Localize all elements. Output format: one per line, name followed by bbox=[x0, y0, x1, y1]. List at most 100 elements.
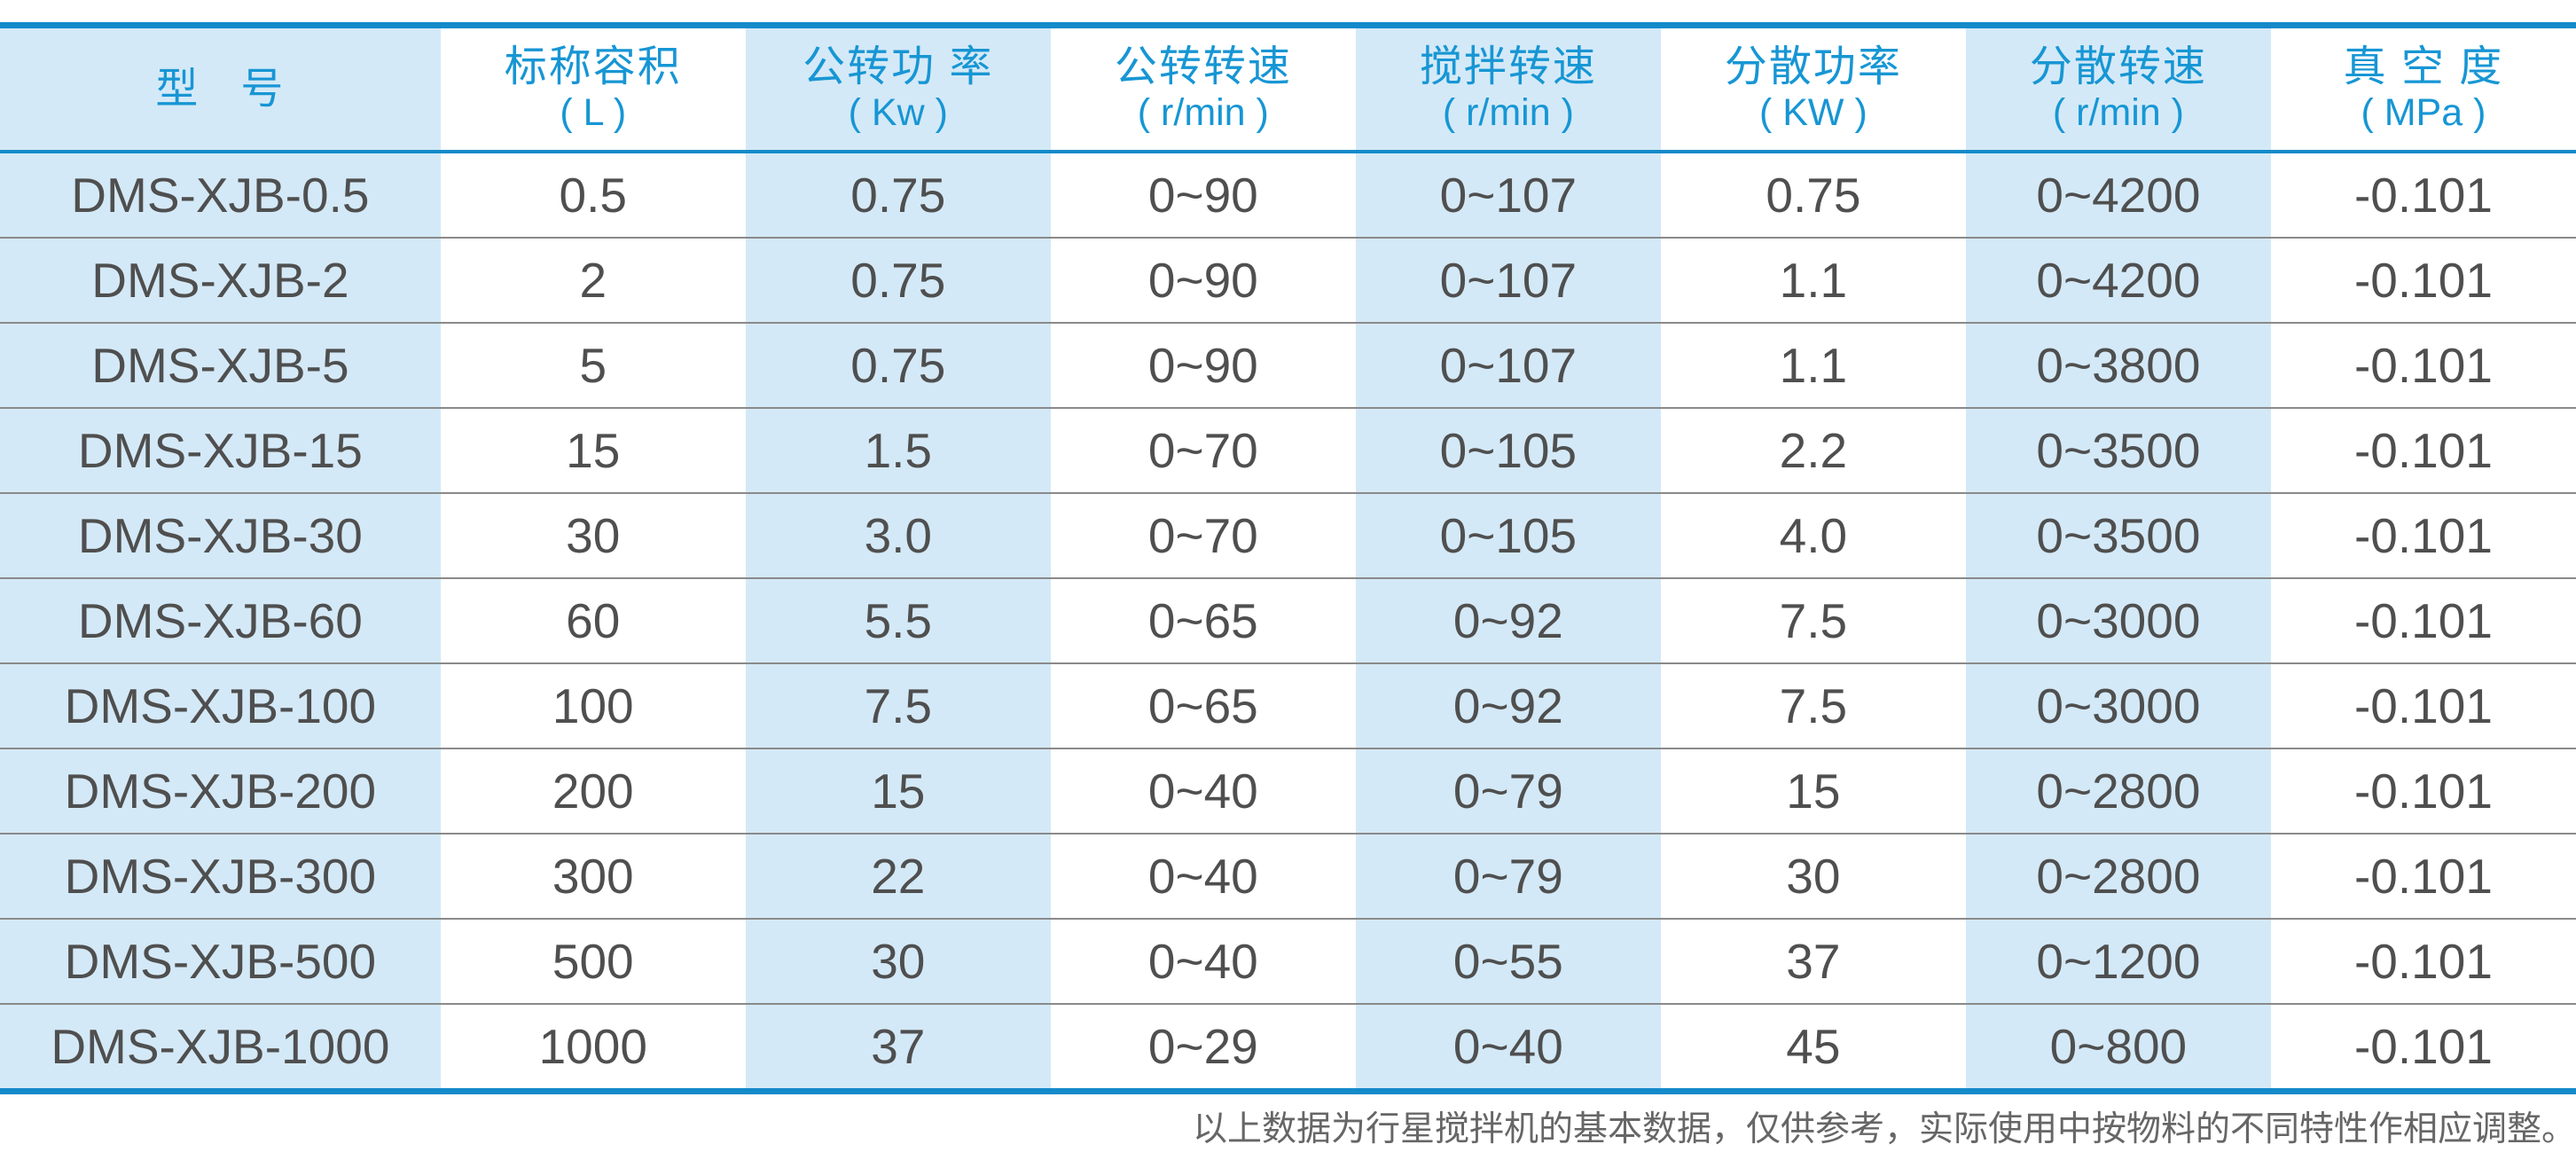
value-cell: 15 bbox=[566, 423, 621, 478]
value-cell: 0~40 bbox=[1147, 934, 1258, 989]
table-row: DMS-XJB-500 500 30 0~40 0~55 37 0~1200 -0.101 bbox=[0, 918, 2576, 1003]
column-title: 公转功 率 bbox=[803, 43, 994, 91]
value-cell: 15 bbox=[745, 749, 1051, 833]
column-title: 分散转速 bbox=[2029, 43, 2207, 91]
model-cell: DMS-XJB-200 bbox=[0, 749, 441, 833]
table-row: DMS-XJB-100 100 7.5 0~65 0~92 7.5 0~3000 -0.101 bbox=[0, 662, 2576, 748]
value-cell: 0~92 bbox=[1355, 579, 1661, 662]
column-unit: ( r/min ) bbox=[1137, 91, 1269, 135]
value-cell: 0~70 bbox=[1147, 423, 1258, 478]
value-cell: 300 bbox=[552, 849, 634, 904]
value-cell: 45 bbox=[1786, 1019, 1841, 1074]
column-title: 搅拌转速 bbox=[1419, 43, 1597, 91]
value-cell: 0~79 bbox=[1355, 835, 1661, 918]
column-unit: ( L ) bbox=[560, 91, 627, 135]
value-cell: 1.1 bbox=[1779, 253, 1848, 308]
value-cell: 7.5 bbox=[1779, 678, 1848, 733]
model-cell: DMS-XJB-300 bbox=[0, 835, 441, 918]
value-cell: 4.0 bbox=[1779, 508, 1848, 563]
table-row: DMS-XJB-300 300 22 0~40 0~79 30 0~2800 -0.101 bbox=[0, 833, 2576, 918]
value-cell: 1.1 bbox=[1779, 338, 1848, 393]
column-unit: ( r/min ) bbox=[2052, 91, 2184, 135]
table-row: DMS-XJB-5 5 0.75 0~90 0~107 1.1 0~3800 -0.101 bbox=[0, 322, 2576, 407]
value-cell: 0~40 bbox=[1147, 764, 1258, 819]
table-row: DMS-XJB-2 2 0.75 0~90 0~107 1.1 0~4200 -0.101 bbox=[0, 237, 2576, 322]
value-cell: 37 bbox=[745, 1005, 1051, 1088]
value-cell: 1.5 bbox=[745, 409, 1051, 492]
column-header-revolution-power: 公转功 率 ( Kw ) bbox=[745, 28, 1051, 150]
value-cell: 100 bbox=[552, 678, 634, 733]
model-cell: DMS-XJB-2 bbox=[0, 239, 441, 322]
value-cell: 7.5 bbox=[1779, 593, 1848, 648]
value-cell: 0~40 bbox=[1355, 1005, 1661, 1088]
value-cell: -0.101 bbox=[2353, 338, 2493, 393]
column-header-dispersion-speed: 分散转速 ( r/min ) bbox=[1965, 28, 2271, 150]
column-title: 分散功率 bbox=[1724, 43, 1902, 91]
value-cell: 0~2800 bbox=[1965, 835, 2271, 918]
table-row: DMS-XJB-60 60 5.5 0~65 0~92 7.5 0~3000 -0.101 bbox=[0, 577, 2576, 662]
column-unit: ( r/min ) bbox=[1442, 91, 1574, 135]
value-cell: 0~3500 bbox=[1965, 494, 2271, 577]
value-cell: -0.101 bbox=[2353, 764, 2493, 819]
value-cell: 0~107 bbox=[1355, 324, 1661, 407]
footer-note: 以上数据为行星搅拌机的基本数据，仅供参考，实际使用中按物料的不同特性作相应调整。 bbox=[1192, 1109, 2576, 1149]
value-cell: 0.75 bbox=[745, 153, 1051, 237]
value-cell: 2 bbox=[579, 253, 607, 308]
model-cell: DMS-XJB-15 bbox=[0, 409, 441, 492]
value-cell: -0.101 bbox=[2353, 168, 2493, 223]
value-cell: 0~3500 bbox=[1965, 409, 2271, 492]
value-cell: 0.75 bbox=[745, 324, 1051, 407]
value-cell: 0~107 bbox=[1355, 153, 1661, 237]
value-cell: 1000 bbox=[538, 1019, 647, 1074]
value-cell: 5.5 bbox=[745, 579, 1051, 662]
header-divider bbox=[0, 150, 2576, 153]
value-cell: 30 bbox=[566, 508, 621, 563]
value-cell: 0~1200 bbox=[1965, 920, 2271, 1003]
value-cell: 200 bbox=[552, 764, 634, 819]
model-cell: DMS-XJB-1000 bbox=[0, 1005, 441, 1088]
model-cell: DMS-XJB-0.5 bbox=[0, 153, 441, 237]
value-cell: 0~3000 bbox=[1965, 664, 2271, 748]
value-cell: -0.101 bbox=[2353, 593, 2493, 648]
column-header-vacuum-degree: 真 空 度 ( MPa ) bbox=[2271, 28, 2576, 150]
value-cell: -0.101 bbox=[2353, 1019, 2493, 1074]
table-row: DMS-XJB-15 15 1.5 0~70 0~105 2.2 0~3500 -0.101 bbox=[0, 407, 2576, 492]
value-cell: 0~70 bbox=[1147, 508, 1258, 563]
column-title: 真 空 度 bbox=[2343, 43, 2504, 91]
column-header-model: 型 号 bbox=[0, 28, 441, 150]
value-cell: -0.101 bbox=[2353, 508, 2493, 563]
value-cell: 30 bbox=[745, 920, 1051, 1003]
table-bottom-border bbox=[0, 1088, 2576, 1094]
value-cell: 0~105 bbox=[1355, 409, 1661, 492]
value-cell: 0~40 bbox=[1147, 849, 1258, 904]
table-row: DMS-XJB-30 30 3.0 0~70 0~105 4.0 0~3500 -0.101 bbox=[0, 492, 2576, 577]
column-title: 公转转速 bbox=[1114, 43, 1292, 91]
value-cell: 0~800 bbox=[1965, 1005, 2271, 1088]
column-header-revolution-speed: 公转转速 ( r/min ) bbox=[1051, 28, 1356, 150]
table-header-row: 型 号 标称容积 ( L ) 公转功 率 ( Kw ) 公转转速 ( r/min… bbox=[0, 28, 2576, 150]
value-cell: 0.75 bbox=[745, 239, 1051, 322]
column-unit: ( Kw ) bbox=[848, 91, 948, 135]
column-unit: ( MPa ) bbox=[2361, 91, 2486, 135]
model-cell: DMS-XJB-500 bbox=[0, 920, 441, 1003]
value-cell: 5 bbox=[579, 338, 607, 393]
value-cell: 0~92 bbox=[1355, 664, 1661, 748]
value-cell: 7.5 bbox=[745, 664, 1051, 748]
column-title: 标称容积 bbox=[504, 43, 682, 91]
model-cell: DMS-XJB-30 bbox=[0, 494, 441, 577]
value-cell: 0~4200 bbox=[1965, 153, 2271, 237]
table-top-border bbox=[0, 22, 2576, 28]
value-cell: 0~90 bbox=[1147, 168, 1258, 223]
value-cell: 2.2 bbox=[1779, 423, 1848, 478]
value-cell: 0~3000 bbox=[1965, 579, 2271, 662]
table-body: DMS-XJB-0.5 0.5 0.75 0~90 0~107 0.75 0~4200 -0.… bbox=[0, 153, 2576, 1088]
value-cell: 0~29 bbox=[1147, 1019, 1258, 1074]
value-cell: -0.101 bbox=[2353, 934, 2493, 989]
value-cell: -0.101 bbox=[2353, 678, 2493, 733]
value-cell: -0.101 bbox=[2353, 849, 2493, 904]
value-cell: 0~3800 bbox=[1965, 324, 2271, 407]
value-cell: 22 bbox=[745, 835, 1051, 918]
table-row: DMS-XJB-200 200 15 0~40 0~79 15 0~2800 -0.101 bbox=[0, 748, 2576, 833]
value-cell: 0~2800 bbox=[1965, 749, 2271, 833]
